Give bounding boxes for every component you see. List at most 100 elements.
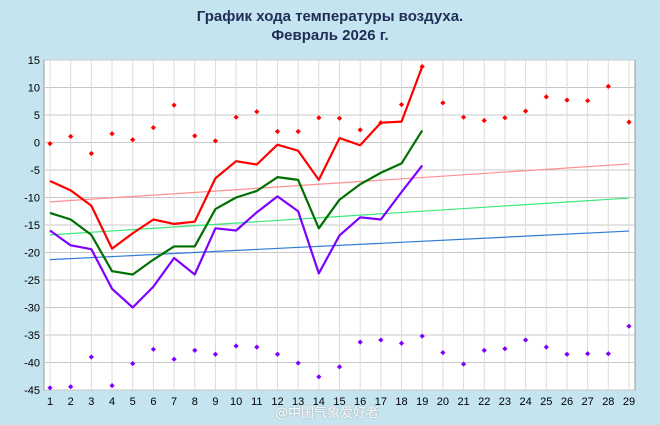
- x-tick-label: 6: [150, 396, 156, 408]
- y-tick-label: -10: [24, 193, 40, 205]
- x-tick-label: 28: [602, 396, 614, 408]
- x-tick-label: 9: [212, 396, 218, 408]
- x-tick-label: 13: [292, 396, 304, 408]
- y-tick-label: -5: [30, 165, 40, 177]
- series-point: [130, 137, 136, 143]
- series-point: [419, 333, 425, 339]
- y-tick-label: -15: [24, 220, 40, 232]
- x-tick-labels: 1 2 3 4 5 6 7 8 9 10 11 12 13 14 15 16 17 18 19 20 21 22 23 24 2…: [47, 396, 635, 408]
- x-tick-label: 3: [88, 396, 94, 408]
- y-tick-label: -45: [24, 385, 40, 397]
- y-tick-label: 10: [28, 83, 40, 95]
- series-point: [626, 323, 632, 329]
- series-point: [378, 120, 384, 126]
- x-tick-label: 15: [333, 396, 345, 408]
- series-point: [440, 100, 446, 106]
- series-point: [68, 384, 74, 390]
- y-tick-label: -20: [24, 248, 40, 260]
- x-tick-label: 26: [561, 396, 573, 408]
- series-point: [68, 133, 74, 140]
- series-line: [49, 197, 630, 236]
- y-tick-label: 5: [34, 110, 40, 122]
- series-point: [460, 114, 467, 120]
- series-point: [543, 344, 549, 350]
- y-tick-label: -35: [24, 330, 40, 342]
- series-point: [543, 94, 549, 100]
- y-tick-label: -30: [24, 303, 40, 315]
- series-point: [523, 108, 529, 114]
- series-point: [481, 117, 487, 124]
- series-marks: [47, 64, 632, 391]
- series-point: [150, 346, 156, 352]
- series-point: [585, 351, 591, 357]
- series-point: [212, 138, 219, 144]
- series-point: [295, 360, 301, 366]
- series-point: [88, 354, 94, 360]
- x-tick-label: 21: [457, 396, 469, 408]
- x-tick-label: 4: [109, 396, 115, 408]
- x-tick-label: 27: [582, 396, 594, 408]
- series-point: [295, 128, 301, 135]
- chart-title: График хода температуры воздуха.: [196, 8, 464, 25]
- series-point: [502, 346, 508, 352]
- series-point: [626, 119, 632, 125]
- x-tick-label: 22: [478, 396, 490, 408]
- series-line: [49, 129, 424, 276]
- series-point: [605, 83, 611, 89]
- series-point: [171, 356, 177, 362]
- series-point: [47, 385, 53, 391]
- series-point: [336, 364, 343, 370]
- series-point: [171, 102, 177, 108]
- series-point: [357, 127, 363, 133]
- x-tick-label: 20: [437, 396, 449, 408]
- series-point: [109, 383, 115, 389]
- x-tick-label: 24: [519, 396, 531, 408]
- series-point: [316, 374, 322, 380]
- series-point: [419, 64, 425, 70]
- series-point: [150, 125, 156, 131]
- grid-lines: [44, 59, 635, 391]
- series-point: [233, 343, 239, 349]
- x-tick-label: 23: [499, 396, 511, 408]
- y-tick-label: -25: [24, 275, 40, 287]
- watermark-text: @中国气象爱好者: [275, 406, 380, 421]
- series-line: [49, 66, 424, 250]
- x-tick-label: 7: [171, 396, 177, 408]
- x-tick-label: 18: [395, 396, 407, 408]
- y-tick-label: 0: [34, 138, 40, 150]
- series-point: [336, 115, 343, 121]
- series-point: [502, 115, 508, 121]
- x-tick-label: 5: [130, 396, 136, 408]
- series-point: [316, 115, 322, 121]
- series-point: [233, 114, 239, 120]
- series-point: [523, 337, 529, 343]
- series-point: [47, 141, 53, 147]
- y-tick-label: -40: [24, 358, 40, 370]
- series-point: [398, 340, 405, 346]
- series-point: [481, 347, 487, 353]
- series-point: [398, 101, 405, 108]
- x-tick-label: 11: [251, 396, 262, 408]
- x-tick-label: 19: [416, 396, 428, 408]
- series-point: [564, 351, 570, 357]
- series-point: [460, 361, 467, 367]
- series-line: [49, 230, 630, 261]
- series-point: [254, 344, 260, 350]
- series-point: [274, 128, 281, 135]
- x-tick-label: 12: [271, 396, 283, 408]
- series-point: [564, 97, 570, 103]
- series-point: [192, 133, 198, 139]
- x-tick-label: 8: [192, 396, 198, 408]
- series-point: [88, 150, 94, 157]
- series-point: [109, 131, 115, 137]
- x-tick-label: 10: [230, 396, 242, 408]
- series-point: [605, 351, 611, 357]
- series-point: [274, 351, 281, 357]
- chart-subtitle: Февраль 2026 г.: [271, 27, 389, 44]
- y-tick-labels: 15 10 5 0 -5 -10 -15 -20 -25 -30 -35 -40 -45: [24, 55, 40, 397]
- series-line: [49, 164, 424, 309]
- series-point: [585, 98, 591, 104]
- x-tick-label: 25: [540, 396, 552, 408]
